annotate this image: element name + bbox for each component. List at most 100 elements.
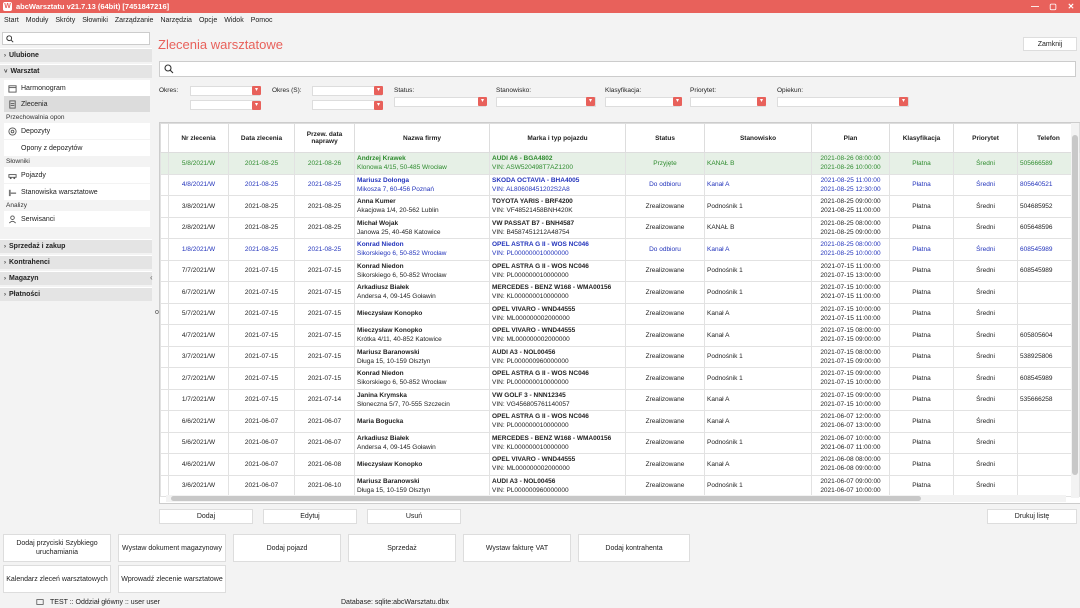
dropdown-arrow-icon[interactable]: ▾ bbox=[478, 97, 487, 106]
section-kontrahenci[interactable]: › Kontrahenci bbox=[0, 255, 152, 269]
company-name: Andrzej Krawek bbox=[357, 155, 406, 163]
filter-okres-to[interactable] bbox=[190, 100, 260, 110]
table-row[interactable]: 1/7/2021/W 2021-07-15 2021-07-14 Janina Kry… bbox=[160, 388, 1080, 411]
dropdown-arrow-icon[interactable]: ▾ bbox=[252, 86, 261, 95]
delete-button[interactable]: Usuń bbox=[367, 509, 461, 524]
column-header[interactable]: Plan bbox=[811, 123, 890, 153]
column-header[interactable]: Nr zlecenia bbox=[168, 123, 229, 153]
chevron-right-icon: › bbox=[4, 259, 6, 266]
menu-zarzadzanie[interactable]: Zarządzanie bbox=[114, 16, 154, 24]
filter-okres-s-from[interactable] bbox=[312, 86, 382, 96]
sidebar-item-zlecenia[interactable]: Zlecenia bbox=[4, 96, 150, 112]
menu-start[interactable]: Start bbox=[4, 16, 19, 24]
dropdown-arrow-icon[interactable]: ▾ bbox=[252, 101, 261, 110]
column-header[interactable]: Stanowisko bbox=[704, 123, 812, 153]
table-row[interactable]: 4/6/2021/W 2021-06-07 2021-06-08 Mieczysław… bbox=[160, 453, 1080, 476]
table-row[interactable]: 3/7/2021/W 2021-07-15 2021-07-15 Mariusz Ba… bbox=[160, 345, 1080, 368]
section-platnosci[interactable]: › Płatności bbox=[0, 287, 152, 301]
cell-klasyfikacja: Płatna bbox=[889, 410, 954, 433]
close-tab-button[interactable]: Zamknij bbox=[1023, 37, 1077, 51]
column-header[interactable]: Data zlecenia bbox=[228, 123, 295, 153]
filter-klasyfikacja-select[interactable] bbox=[605, 97, 680, 107]
cell-nr: 2/7/2021/W bbox=[168, 367, 229, 390]
menu-widok[interactable]: Widok bbox=[224, 16, 244, 24]
table-row[interactable]: 7/7/2021/W 2021-07-15 2021-07-15 Konrad Nie… bbox=[160, 259, 1080, 282]
column-header[interactable]: Klasyfikacja bbox=[889, 123, 954, 153]
vehicle-name: OPEL ASTRA G II - WOS NC046 bbox=[492, 370, 589, 378]
menu-moduly[interactable]: Moduły bbox=[25, 16, 49, 24]
cell-marka: VW GOLF 3 - NNN12345 VIN: VG4568057611400… bbox=[489, 388, 626, 411]
column-header[interactable]: Telefon bbox=[1017, 123, 1080, 153]
table-row[interactable]: 6/6/2021/W 2021-06-07 2021-06-07 Maria Bogu… bbox=[160, 410, 1080, 433]
sidebar-search-input[interactable] bbox=[2, 32, 150, 45]
dropdown-arrow-icon[interactable]: ▾ bbox=[586, 97, 595, 106]
table-row[interactable]: 3/6/2021/W 2021-06-07 2021-06-10 Mariusz Ba… bbox=[160, 474, 1080, 497]
company-address: Sikorskiego 6, 50-852 Wrocław bbox=[357, 250, 447, 258]
close-window-button[interactable]: ✕ bbox=[1067, 2, 1075, 11]
filter-priorytet-select[interactable] bbox=[690, 97, 766, 107]
sidebar-item-pojazdy[interactable]: Pojazdy bbox=[4, 167, 150, 183]
table-row[interactable]: 5/8/2021/W 2021-08-25 2021-08-26 Andrzej Kr… bbox=[160, 152, 1080, 175]
table-row[interactable]: 3/8/2021/W 2021-08-25 2021-08-25 Anna Kumer… bbox=[160, 195, 1080, 218]
shortcut-orders-calendar[interactable]: Kalendarz zleceń warsztatowych bbox=[3, 565, 111, 593]
dropdown-arrow-icon[interactable]: ▾ bbox=[374, 101, 383, 110]
filter-opiekun-select[interactable] bbox=[777, 97, 909, 107]
company-name: Mariusz Baranowski bbox=[357, 477, 420, 485]
sidebar-item-opony[interactable]: Opony z depozytów bbox=[4, 140, 150, 156]
sidebar-item-depozyty[interactable]: Depozyty bbox=[4, 123, 150, 139]
menu-pomoc[interactable]: Pomoc bbox=[250, 16, 273, 24]
filter-stanowisko-select[interactable] bbox=[496, 97, 596, 107]
column-header[interactable]: Marka i typ pojazdu bbox=[489, 123, 626, 153]
dropdown-arrow-icon[interactable]: ▾ bbox=[899, 97, 908, 106]
column-header[interactable]: Nazwa firmy bbox=[354, 123, 490, 153]
shortcut-add-contractor[interactable]: Dodaj kontrahenta bbox=[578, 534, 690, 562]
section-magazyn[interactable]: › Magazyn bbox=[0, 271, 152, 285]
table-row[interactable]: 6/7/2021/W 2021-07-15 2021-07-15 Arkadiusz … bbox=[160, 281, 1080, 304]
menu-slowniki[interactable]: Słowniki bbox=[82, 16, 108, 24]
menu-skroty[interactable]: Skróty bbox=[55, 16, 76, 24]
shortcut-enter-order[interactable]: Wprowadź zlecenie warsztatowe bbox=[118, 565, 226, 593]
column-header[interactable]: Priorytet bbox=[953, 123, 1018, 153]
menu-opcje[interactable]: Opcje bbox=[198, 16, 218, 24]
column-header[interactable]: Status bbox=[625, 123, 705, 153]
table-row[interactable]: 4/8/2021/W 2021-08-25 2021-08-25 Mariusz Do… bbox=[160, 173, 1080, 196]
dropdown-arrow-icon[interactable]: ▾ bbox=[757, 97, 766, 106]
dropdown-arrow-icon[interactable]: ▾ bbox=[374, 86, 383, 95]
shortcut-vat-invoice[interactable]: Wystaw fakturę VAT bbox=[463, 534, 571, 562]
section-sprzedaz[interactable]: › Sprzedaż i zakup bbox=[0, 239, 152, 253]
edit-button[interactable]: Edytuj bbox=[263, 509, 357, 524]
sidebar-item-serwisanci[interactable]: Serwisanci bbox=[4, 211, 150, 227]
table-row[interactable]: 1/8/2021/W 2021-08-25 2021-08-25 Konrad Nie… bbox=[160, 238, 1080, 261]
add-button[interactable]: Dodaj bbox=[159, 509, 253, 524]
filter-status-select[interactable] bbox=[394, 97, 486, 107]
vehicle-vin: VIN: VG456805761140057 bbox=[492, 400, 570, 408]
shortcut-issue-warehouse-doc[interactable]: Wystaw dokument magazynowy bbox=[118, 534, 226, 562]
table-row[interactable]: 2/8/2021/W 2021-08-25 2021-08-25 Michał Woj… bbox=[160, 216, 1080, 239]
horizontal-scrollbar[interactable] bbox=[166, 495, 1066, 502]
shortcut-add-vehicle[interactable]: Dodaj pojazd bbox=[233, 534, 341, 562]
table-row[interactable]: 5/7/2021/W 2021-07-15 2021-07-15 Mieczysław… bbox=[160, 302, 1080, 325]
scrollbar-thumb[interactable] bbox=[1072, 135, 1078, 475]
sidebar-resize-handle[interactable]: ‹ bbox=[150, 273, 153, 282]
section-ulubione[interactable]: › Ulubione bbox=[0, 48, 152, 62]
section-warsztat[interactable]: ˅ Warsztat bbox=[0, 64, 152, 78]
menu-narzedzia[interactable]: Narzędzia bbox=[160, 16, 192, 24]
print-list-button[interactable]: Drukuj listę bbox=[987, 509, 1077, 524]
shortcut-sale[interactable]: Sprzedaż bbox=[348, 534, 456, 562]
minimize-button[interactable]: — bbox=[1031, 2, 1039, 11]
scrollbar-thumb[interactable] bbox=[171, 496, 921, 501]
sidebar-item-stanowiska[interactable]: Stanowiska warsztatowe bbox=[4, 184, 150, 200]
filter-okres-from[interactable] bbox=[190, 86, 260, 96]
maximize-button[interactable]: ▢ bbox=[1049, 2, 1057, 11]
shortcut-add-quick-buttons[interactable]: Dodaj przyciski Szybkiego uruchamiania bbox=[3, 534, 111, 562]
sidebar-item-harmonogram[interactable]: Harmonogram bbox=[4, 80, 150, 96]
vertical-scrollbar[interactable] bbox=[1071, 123, 1079, 498]
dropdown-arrow-icon[interactable]: ▾ bbox=[673, 97, 682, 106]
column-header[interactable]: Przew. data naprawy bbox=[294, 123, 355, 153]
cell-data: 2021-07-15 bbox=[228, 281, 295, 304]
table-row[interactable]: 5/6/2021/W 2021-06-07 2021-06-07 Arkadiusz … bbox=[160, 431, 1080, 454]
table-row[interactable]: 2/7/2021/W 2021-07-15 2021-07-15 Konrad Nie… bbox=[160, 367, 1080, 390]
table-row[interactable]: 4/7/2021/W 2021-07-15 2021-07-15 Mieczysław… bbox=[160, 324, 1080, 347]
search-input[interactable] bbox=[159, 61, 1076, 77]
filter-okres-s-to[interactable] bbox=[312, 100, 382, 110]
